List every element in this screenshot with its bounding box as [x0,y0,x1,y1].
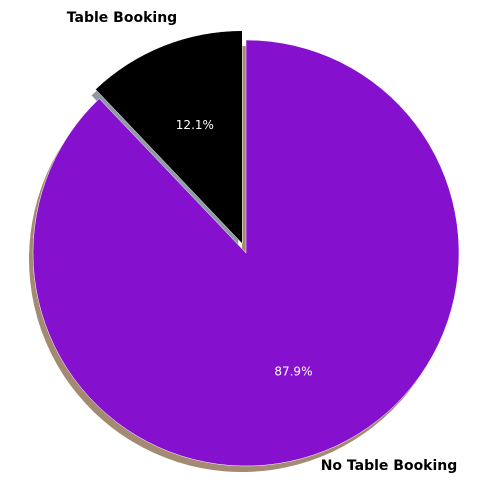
category-label-no-table-booking: No Table Booking [321,458,458,474]
value-label-table-booking: 12.1% [176,118,214,132]
pie-slice-layer [32,30,460,467]
pie-slice-table-booking [95,30,243,245]
pie-label-layer: Table Booking No Table Booking 12.1% 87.… [67,10,458,474]
category-label-table-booking: Table Booking [67,10,177,26]
value-label-no-table-booking: 87.9% [274,365,312,379]
pie-slice-no-table-booking [32,39,460,467]
